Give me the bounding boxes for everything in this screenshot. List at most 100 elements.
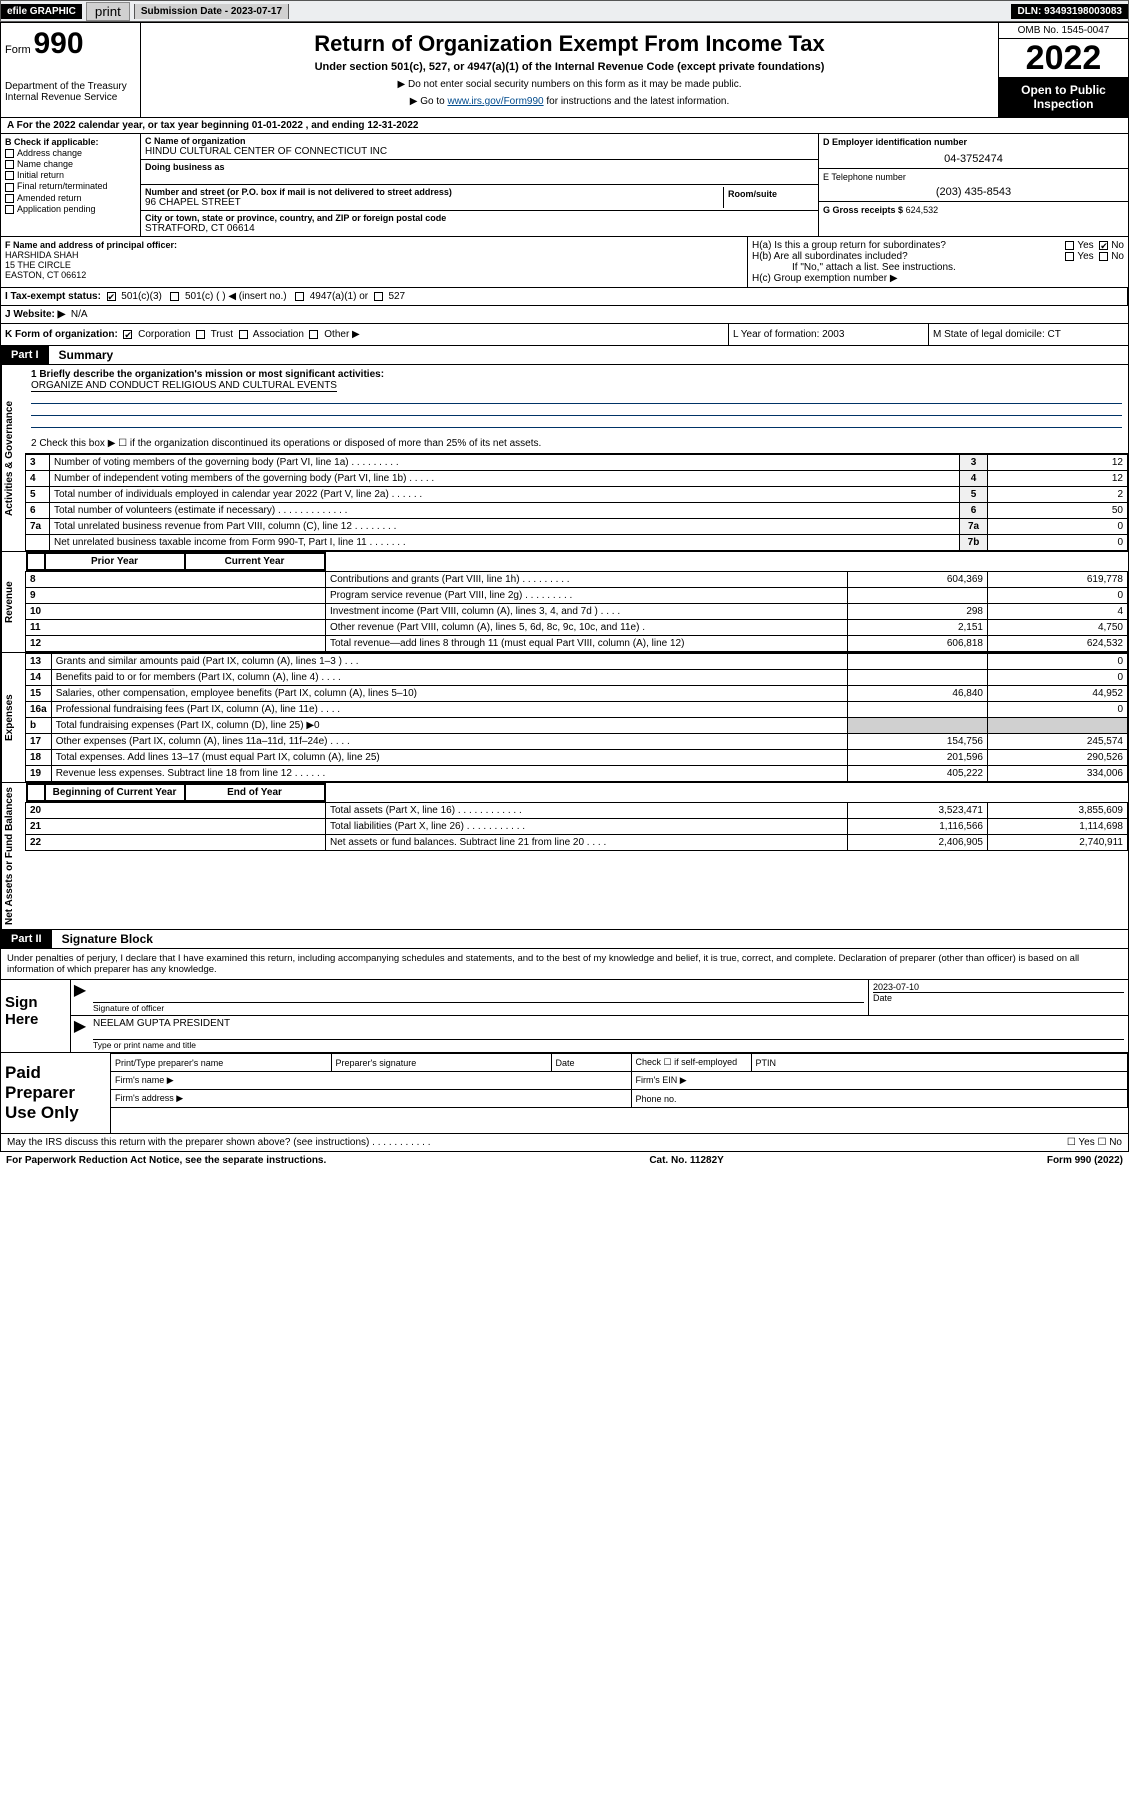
cat-no: Cat. No. 11282Y [649,1155,723,1166]
officer-addr2: EASTON, CT 06612 [5,270,743,280]
chk-assoc[interactable] [239,330,248,339]
prep-row-3: Firm's address ▶ Phone no. [111,1090,1128,1108]
chk-501c[interactable] [170,292,179,301]
signature-intro: Under penalties of perjury, I declare th… [0,949,1129,980]
h-b: H(b) Are all subordinates included? Yes … [752,251,1124,262]
chk-4947[interactable] [295,292,304,301]
year-formation: L Year of formation: 2003 [728,324,928,345]
ha-yn: Yes No [1065,240,1124,251]
table-row: 7aTotal unrelated business revenue from … [26,519,1128,535]
tax-year: 2022 [999,39,1128,77]
chk-trust[interactable] [196,330,205,339]
h-note: If "No," attach a list. See instructions… [752,262,1124,273]
table-row: 19Revenue less expenses. Subtract line 1… [26,766,1128,782]
chk-name-change[interactable]: Name change [5,159,136,169]
city-cell: City or town, state or province, country… [141,211,818,236]
sig-date-cell: 2023-07-10 Date [868,980,1128,1015]
net-header-row: Beginning of Current Year End of Year [26,783,326,802]
street-cell: Number and street (or P.O. box if mail i… [145,187,724,208]
officer-signature: Signature of officer [89,980,868,1015]
begin-year-hdr: Beginning of Current Year [45,784,185,801]
sig-date: 2023-07-10 [873,982,1124,992]
part-1-tag: Part I [1,346,49,364]
table-row: 18Total expenses. Add lines 13–17 (must … [26,750,1128,766]
prep-name: Print/Type preparer's name [111,1054,331,1072]
irs-discuss-text: May the IRS discuss this return with the… [7,1137,431,1148]
suite-cell: Room/suite [724,187,814,208]
hb-yn: Yes No [1065,251,1124,262]
firm-addr: Firm's address ▶ [111,1090,631,1108]
section-h: H(a) Is this a group return for subordin… [748,237,1128,287]
vtab-expenses: Expenses [1,653,25,782]
h-a: H(a) Is this a group return for subordin… [752,240,1124,251]
print-button[interactable]: print [86,2,130,21]
city-val: STRATFORD, CT 06614 [145,223,814,234]
exp-body: 13Grants and similar amounts paid (Part … [25,653,1128,782]
top-toolbar: efile GRAPHIC print Submission Date - 20… [0,0,1129,22]
b-header: B Check if applicable: [5,137,136,147]
note-ssn: ▶ Do not enter social security numbers o… [149,79,990,90]
irs-link[interactable]: www.irs.gov/Form990 [447,96,543,107]
sig-caption: Signature of officer [93,1002,864,1013]
paid-preparer-block: Paid Preparer Use Only Print/Type prepar… [0,1053,1129,1134]
prep-table: Print/Type preparer's name Preparer's si… [111,1053,1128,1108]
officer-addr1: 15 THE CIRCLE [5,260,743,270]
table-row: 3Number of voting members of the governi… [26,455,1128,471]
prep-body: Print/Type preparer's name Preparer's si… [111,1053,1128,1133]
prep-sig: Preparer's signature [331,1054,551,1072]
mission-text: ORGANIZE AND CONDUCT RELIGIOUS AND CULTU… [31,380,337,392]
tel-cell: E Telephone number (203) 435-8543 [819,169,1128,202]
table-row: 21Total liabilities (Part X, line 26) . … [26,819,1128,835]
tel-val: (203) 435-8543 [823,186,1124,198]
header-right: OMB No. 1545-0047 2022 Open to Public In… [998,23,1128,117]
gov-body: 1 Briefly describe the organization's mi… [25,365,1128,551]
note2-post: for instructions and the latest informat… [544,96,730,107]
table-row: 20Total assets (Part X, line 16) . . . .… [26,803,1128,819]
firm-ein: Firm's EIN ▶ [631,1072,1128,1090]
name-caption: Type or print name and title [93,1039,1124,1050]
arrow-icon-2: ▶ [71,1016,89,1052]
website-val: N/A [71,309,88,320]
rev-body: Prior Year Current Year 8Contributions a… [25,552,1128,652]
table-row: 10Investment income (Part VIII, column (… [26,604,1128,620]
part-2-title: Signature Block [52,932,153,946]
firm-name: Firm's name ▶ [111,1072,631,1090]
section-net-assets: Net Assets or Fund Balances Beginning of… [0,783,1129,930]
prep-row-2: Firm's name ▶ Firm's EIN ▶ [111,1072,1128,1090]
chk-501c3[interactable] [107,292,116,301]
firm-phone: Phone no. [631,1090,1128,1108]
row-i: I Tax-exempt status: 501(c)(3) 501(c) ( … [0,288,1129,306]
col-b-checkboxes: B Check if applicable: Address change Na… [1,134,141,236]
net-table: Beginning of Current Year End of Year 20… [25,783,1128,851]
rev-header-row: Prior Year Current Year [26,552,326,571]
gov-table: 3Number of voting members of the governi… [25,454,1128,551]
chk-amended[interactable]: Amended return [5,193,136,203]
dept-treasury: Department of the Treasury Internal Reve… [5,81,136,103]
chk-corp[interactable] [123,330,132,339]
table-row: 14Benefits paid to or for members (Part … [26,670,1128,686]
org-name-cell: C Name of organization HINDU CULTURAL CE… [141,134,818,160]
chk-other[interactable] [309,330,318,339]
section-governance: Activities & Governance 1 Briefly descri… [0,365,1129,552]
chk-final-return[interactable]: Final return/terminated [5,181,136,191]
table-row: 13Grants and similar amounts paid (Part … [26,654,1128,670]
officer-name: HARSHIDA SHAH [5,250,743,260]
row-a-tax-year: A For the 2022 calendar year, or tax yea… [0,118,1129,134]
row-klm: K Form of organization: Corporation Trus… [0,324,1129,346]
chk-initial-return[interactable]: Initial return [5,170,136,180]
chk-527[interactable] [374,292,383,301]
paid-preparer-label: Paid Preparer Use Only [1,1053,111,1133]
org-name-label: C Name of organization [145,136,814,146]
table-row: 12Total revenue—add lines 8 through 11 (… [26,636,1128,652]
chk-app-pending[interactable]: Application pending [5,204,136,214]
f-label: F Name and address of principal officer: [5,240,743,250]
part-1-title: Summary [49,348,114,362]
table-row: 5Total number of individuals employed in… [26,487,1128,503]
officer-name-cell: NEELAM GUPTA PRESIDENT Type or print nam… [89,1016,1128,1052]
chk-address-change[interactable]: Address change [5,148,136,158]
dln-label: DLN: 93493198003083 [1011,4,1128,19]
sign-body: ▶ Signature of officer 2023-07-10 Date ▶… [71,980,1128,1052]
efile-label: efile GRAPHIC [1,4,82,19]
table-row: 11Other revenue (Part VIII, column (A), … [26,620,1128,636]
block-fh: F Name and address of principal officer:… [0,237,1129,288]
